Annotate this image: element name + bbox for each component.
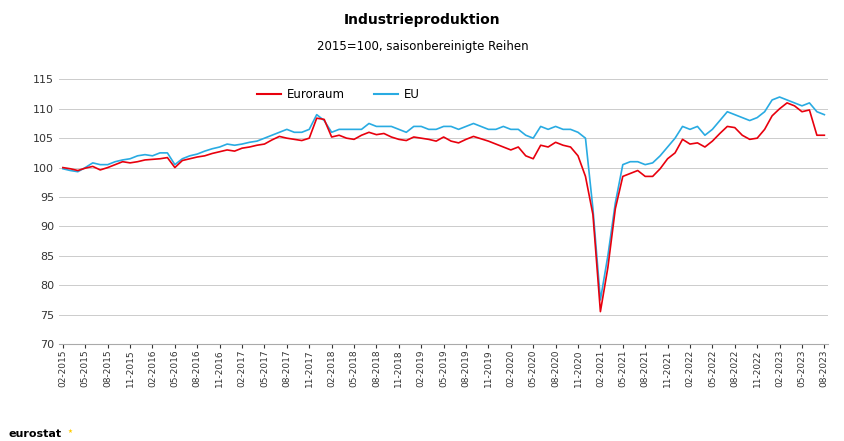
Euroraum xyxy=(267,137,277,142)
EU xyxy=(267,133,277,138)
Euroraum xyxy=(736,133,746,138)
Euroraum xyxy=(498,144,508,149)
Text: ★: ★ xyxy=(68,429,73,434)
Euroraum xyxy=(781,100,791,105)
EU xyxy=(774,94,784,100)
Euroraum xyxy=(759,127,769,132)
EU xyxy=(819,112,829,117)
EU xyxy=(57,166,68,172)
Text: eurostat: eurostat xyxy=(8,429,62,439)
Line: Euroraum: Euroraum xyxy=(62,103,824,312)
EU xyxy=(759,109,769,114)
EU xyxy=(751,115,761,120)
Euroraum xyxy=(595,309,605,314)
Text: 2015=100, saisonbereinigte Reihen: 2015=100, saisonbereinigte Reihen xyxy=(316,40,528,52)
Euroraum xyxy=(819,133,829,138)
Line: EU: EU xyxy=(62,97,824,300)
Legend: Euroraum, EU: Euroraum, EU xyxy=(257,88,419,101)
Euroraum xyxy=(751,135,761,141)
EU xyxy=(498,124,508,129)
Text: Industrieproduktion: Industrieproduktion xyxy=(344,13,500,27)
EU xyxy=(595,297,605,303)
Euroraum xyxy=(57,165,68,170)
Euroraum xyxy=(774,106,784,112)
EU xyxy=(736,115,746,120)
EU xyxy=(781,97,791,103)
